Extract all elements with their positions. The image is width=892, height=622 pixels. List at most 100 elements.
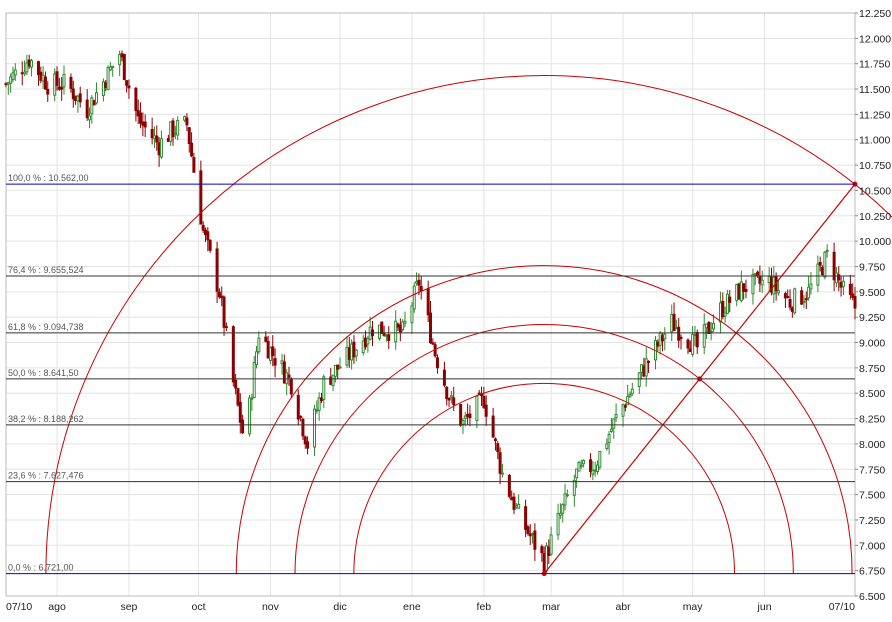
candle-body: [13, 69, 17, 76]
candle-body: [591, 469, 595, 475]
candle-body: [410, 305, 414, 324]
candle-body: [57, 86, 61, 90]
candle-body: [69, 76, 73, 89]
candle-body: [78, 93, 82, 103]
candle-body: [637, 372, 641, 387]
x-tick-label: ago: [48, 601, 66, 613]
candle-body: [76, 95, 80, 102]
candle-body: [429, 312, 432, 344]
fib-arc: [353, 382, 736, 574]
candle-body: [60, 87, 64, 90]
y-tick-label: 7.250: [859, 515, 885, 527]
candle-body: [644, 358, 648, 377]
candle-body: [839, 281, 843, 288]
candle-body: [296, 394, 300, 420]
candle-body: [289, 378, 293, 395]
fib-arc: [45, 74, 892, 574]
candle-body: [593, 469, 597, 472]
candle-body: [273, 358, 277, 366]
candle-body: [317, 397, 321, 411]
candle-body: [398, 324, 402, 333]
candle-body: [612, 418, 616, 429]
candle-body: [36, 61, 40, 76]
y-tick-label: 9.500: [859, 287, 885, 299]
candle-body: [816, 263, 820, 286]
candle-body: [366, 338, 370, 345]
candle-body: [563, 493, 567, 506]
candle-body: [143, 121, 147, 128]
candle-body: [203, 229, 207, 235]
candle-body: [122, 54, 126, 80]
candle-body: [166, 138, 170, 142]
candle-body: [577, 461, 581, 472]
y-tick-label: 11.750: [859, 59, 890, 71]
fib-arc: [294, 323, 794, 574]
candle-body: [20, 72, 24, 75]
candle-body: [544, 545, 548, 572]
candle-body: [331, 374, 335, 387]
candle-body: [832, 251, 836, 281]
candle-body: [136, 110, 140, 117]
candle-body: [139, 112, 143, 124]
candle-body: [315, 409, 319, 412]
candle-body: [417, 279, 421, 286]
candle-body: [306, 441, 310, 449]
candle-body: [628, 394, 632, 397]
candle-body: [709, 330, 713, 333]
candle-body: [53, 73, 57, 96]
candle-body: [169, 121, 173, 142]
fib-arc: [235, 265, 853, 574]
y-tick-label: 10.500: [859, 185, 891, 197]
candle-body: [677, 326, 681, 341]
candle-body: [345, 346, 349, 366]
candle-body: [579, 464, 583, 467]
candle-body: [111, 65, 115, 69]
candle-body: [285, 372, 289, 385]
candle-body: [853, 295, 857, 309]
candle-body: [442, 369, 446, 386]
candle-body: [691, 333, 695, 355]
candle-body: [549, 534, 553, 555]
x-tick-label: dic: [333, 601, 346, 613]
candle-body: [336, 364, 340, 370]
candle-body: [793, 288, 797, 314]
candle-body: [403, 320, 407, 324]
candle-body: [463, 415, 467, 419]
candle-body: [419, 285, 423, 291]
candle-body: [192, 157, 196, 173]
candle-body: [621, 404, 625, 417]
candle-body: [517, 503, 521, 509]
y-tick-label: 8.500: [859, 388, 885, 400]
candle-body: [350, 343, 354, 361]
candle-body: [821, 267, 825, 276]
candle-body: [707, 321, 711, 335]
candle-body: [447, 397, 451, 401]
candle-body: [387, 334, 391, 342]
candle-body: [431, 342, 435, 345]
fib-level-label: 23,6 % : 7.627,476: [8, 471, 84, 481]
candle-body: [41, 74, 45, 82]
axis-layer: 12.250 12.000 11.750 11.500 11.250 11.000 10.7…: [6, 8, 891, 613]
candle-body: [823, 251, 827, 278]
candle-body: [491, 415, 495, 438]
candle-body: [626, 396, 630, 406]
candle-body: [62, 73, 66, 88]
candle-body: [301, 418, 305, 437]
candle-body: [607, 433, 611, 444]
candle-body: [85, 99, 89, 119]
candle-body: [152, 135, 156, 139]
fib-level-label: 0,0 % : 6.721,00: [8, 563, 74, 573]
candle-body: [656, 341, 660, 347]
candle-body: [173, 132, 177, 135]
candle-body: [299, 415, 303, 418]
candle-body: [742, 283, 746, 292]
candle-body: [705, 323, 709, 329]
candle-body: [90, 97, 94, 115]
y-tick-label: 12.000: [859, 33, 891, 45]
candle-body: [477, 392, 481, 395]
candle-body: [217, 291, 221, 298]
y-tick-label: 8.750: [859, 363, 885, 375]
candle-body: [252, 362, 256, 398]
